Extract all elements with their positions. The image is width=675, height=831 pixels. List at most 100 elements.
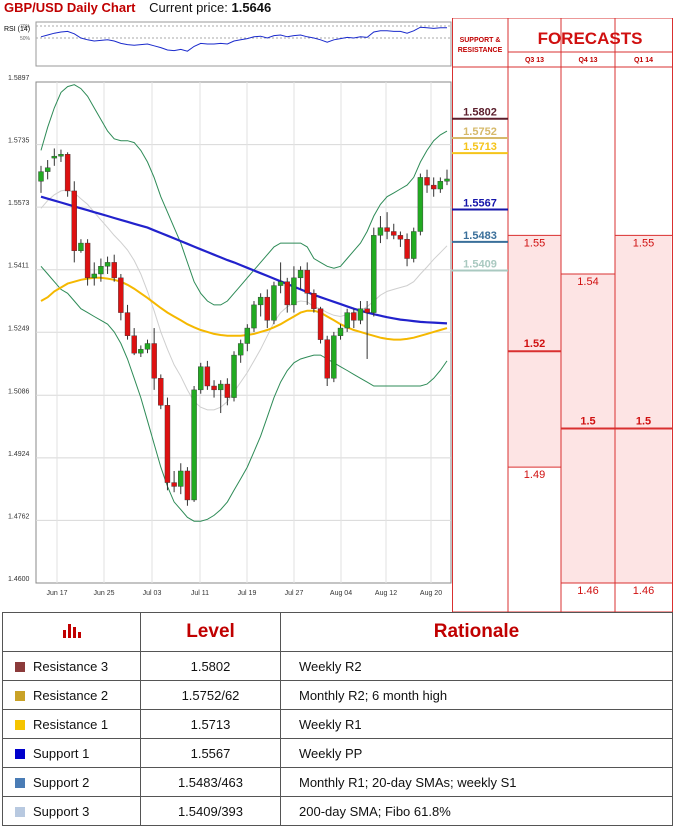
candle-body <box>184 470 191 501</box>
candle-body <box>311 293 317 309</box>
level-rationale-cell: Monthly R2; 6 month high <box>280 680 673 710</box>
sr-level-label: 1.5713 <box>463 141 497 153</box>
y-tick-label: 1.5086 <box>8 388 30 395</box>
candle-body <box>44 167 51 172</box>
levels-table-body: Resistance 3 1.5802 Weekly R2 Resistance 2 1… <box>2 651 673 826</box>
levels-table-row: Support 1 1.5567 Weekly PP <box>2 738 673 768</box>
candle-body <box>64 154 71 192</box>
forecast-range-shade <box>615 235 672 584</box>
candle-body <box>211 385 217 391</box>
forecast-level-label: 1.49 <box>524 469 545 481</box>
candle-body <box>277 281 284 286</box>
y-tick-label: 1.5249 <box>8 325 30 332</box>
candle-body <box>371 235 377 313</box>
candle-body <box>364 308 370 313</box>
level-name: Support 3 <box>33 803 90 819</box>
candle-body <box>38 171 44 182</box>
candle-body <box>71 190 77 252</box>
candle-body <box>404 239 410 259</box>
sr-level-label: 1.5567 <box>463 197 497 209</box>
candle-body <box>444 178 450 182</box>
candle-body <box>224 383 231 398</box>
y-tick-label: 1.4762 <box>8 513 30 520</box>
levels-table-row: Resistance 1 1.5713 Weekly R1 <box>2 709 673 739</box>
candle-body <box>424 177 430 186</box>
bollinger-mid-band <box>40 189 448 411</box>
candle-body <box>411 231 417 259</box>
candle-body <box>164 405 171 483</box>
levels-table-header: Level Rationale <box>2 612 673 652</box>
candle-body <box>138 349 144 354</box>
level-name-cell: Support 1 <box>2 738 141 768</box>
candle-body <box>357 308 364 321</box>
price-chart-svg: RSI (14)70% 50% 1.5897 1.5735 1.5573 1.5411 1.… <box>4 21 452 597</box>
candle-body <box>91 273 97 279</box>
level-color-swatch <box>15 807 25 818</box>
candle-body <box>317 308 324 340</box>
level-name-cell: Support 2 <box>2 767 141 797</box>
x-tick-label: Jun 17 <box>46 590 67 597</box>
level-value-cell: 1.5802 <box>140 651 281 681</box>
sr-level-label: 1.5802 <box>463 107 497 119</box>
candle-body <box>171 482 177 487</box>
level-color-swatch <box>15 749 25 760</box>
candle-body <box>178 470 184 487</box>
sr-level-label: 1.5483 <box>463 230 497 242</box>
level-rationale-cell: Monthly R1; 20-day SMAs; weekly S1 <box>280 767 673 797</box>
rationale-column-header: Rationale <box>280 612 673 652</box>
level-name: Support 2 <box>33 774 90 790</box>
level-color-swatch <box>15 662 25 673</box>
chart-header: GBP/USD Daily Chart Current price: 1.564… <box>4 0 271 18</box>
candle-body <box>191 389 197 501</box>
candle-body <box>131 335 137 354</box>
candle-body <box>58 154 64 157</box>
level-color-swatch <box>15 691 25 702</box>
level-rationale-cell: Weekly R1 <box>280 709 673 739</box>
candle-body <box>344 312 350 329</box>
x-tick-label: Jun 25 <box>93 590 114 597</box>
forecast-level-label: 1.5 <box>636 415 651 427</box>
levels-table: Level Rationale Resistance 3 1.5802 Weekly… <box>2 612 673 826</box>
candle-body <box>98 266 104 275</box>
candle-body <box>78 242 84 252</box>
candle-body <box>84 242 91 279</box>
level-name-cell: Resistance 3 <box>2 651 141 681</box>
level-rationale-cell: Weekly R2 <box>280 651 673 681</box>
forecast-panel: SUPPORT & RESISTANCE FORECASTS Q3 13 Q4 13 Q1… <box>452 17 673 613</box>
level-name-cell: Resistance 2 <box>2 680 141 710</box>
level-name: Support 1 <box>33 745 90 761</box>
level-rationale-cell: Weekly PP <box>280 738 673 768</box>
level-name-cell: Support 3 <box>2 796 141 826</box>
levels-table-container: Level Rationale Resistance 3 1.5802 Weekly… <box>0 612 675 831</box>
candle-body <box>124 312 131 336</box>
candle-body <box>264 296 270 321</box>
level-value-cell: 1.5483/463 <box>140 767 281 797</box>
forecast-level-label: 1.5 <box>580 415 595 427</box>
forecast-level-label: 1.46 <box>577 585 598 597</box>
candle-body <box>397 235 404 240</box>
candle-body <box>218 383 224 391</box>
rsi-panel-frame <box>35 21 452 67</box>
candle-body <box>198 366 204 391</box>
y-tick-label: 1.4600 <box>8 576 30 583</box>
candle-body <box>331 335 337 379</box>
bollinger-lower-band <box>40 265 448 522</box>
candle-body <box>284 281 290 306</box>
candle-body <box>111 262 117 279</box>
candle-body <box>118 277 124 313</box>
candle-body <box>231 354 237 398</box>
candle-body <box>437 181 444 190</box>
price-chart: RSI (14) 70% 50% 1.5897 1.5735 1.5573 1.5411 1.… <box>0 18 452 613</box>
levels-table-row: Resistance 3 1.5802 Weekly R2 <box>2 651 673 681</box>
candle-body <box>297 269 304 279</box>
level-value-cell: 1.5567 <box>140 738 281 768</box>
chart-title: GBP/USD Daily Chart <box>4 0 136 15</box>
sr-level-label: 1.5752 <box>463 126 497 138</box>
level-value-cell: 1.5713 <box>140 709 281 739</box>
forecast-column-label: Q4 13 <box>578 57 597 64</box>
forecast-level-label: 1.52 <box>524 338 545 350</box>
x-tick-label: Aug 12 <box>375 590 397 597</box>
candle-body <box>237 343 244 356</box>
level-color-swatch <box>15 778 25 789</box>
level-name: Resistance 3 <box>33 658 109 674</box>
